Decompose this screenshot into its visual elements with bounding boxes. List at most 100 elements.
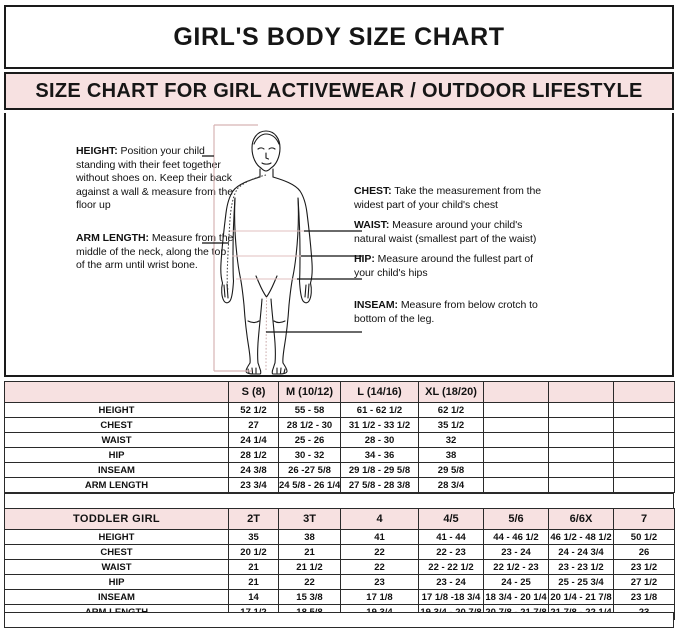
girls-cell-0-6	[613, 402, 675, 418]
toddler-col-header-3: 4/5	[418, 508, 484, 530]
table-row: INSEAM 24 3/8 26 -27 5/8 29 1/8 - 29 5/8…	[4, 462, 675, 478]
girls-cell-1-3: 35 1/2	[418, 417, 484, 433]
table-gap-spacer-bottom	[4, 612, 674, 628]
girls-cell-3-2: 34 - 36	[340, 447, 419, 463]
girls-cell-4-2: 29 1/8 - 29 5/8	[340, 462, 419, 478]
table-gap-spacer-top	[4, 493, 674, 509]
annotation-height: HEIGHT: Position your child standing wit…	[76, 145, 236, 213]
toddler-cell-1-4: 23 - 24	[483, 544, 549, 560]
girls-cell-3-4	[483, 447, 549, 463]
toddler-col-header-2: 4	[340, 508, 419, 530]
girls-cell-3-0: 28 1/2	[228, 447, 279, 463]
toddler-cell-1-1: 21	[278, 544, 341, 560]
toddler-col-header-4: 5/6	[483, 508, 549, 530]
toddler-table-header-row: TODDLER GIRL 2T 3T 4 4/5 5/6 6/6X 7	[4, 508, 675, 530]
girls-cell-1-6	[613, 417, 675, 433]
girls-cell-2-5	[548, 432, 614, 448]
girls-cell-3-6	[613, 447, 675, 463]
girls-cell-1-2: 31 1/2 - 33 1/2	[340, 417, 419, 433]
annotation-arm-length-text: Measure from the middle of the neck, alo…	[76, 232, 234, 272]
girls-cell-5-6	[613, 477, 675, 493]
girls-cell-2-0: 24 1/4	[228, 432, 279, 448]
toddler-col-header-0: 2T	[228, 508, 279, 530]
toddler-cell-0-1: 38	[278, 529, 341, 545]
toddler-cell-1-5: 24 - 24 3/4	[548, 544, 614, 560]
girls-col-header-3: XL (18/20)	[418, 381, 484, 403]
table-row: INSEAM 14 15 3/8 17 1/8 17 1/8 -18 3/4 1…	[4, 589, 675, 605]
inseam-dotted-path	[265, 296, 267, 372]
toddler-cell-2-3: 22 - 22 1/2	[418, 559, 484, 575]
girls-cell-4-6	[613, 462, 675, 478]
girls-cell-3-1: 30 - 32	[278, 447, 341, 463]
table-row: WAIST 24 1/4 25 - 26 28 - 30 32	[4, 432, 675, 448]
toddler-cell-0-0: 35	[228, 529, 279, 545]
toddler-table-corner: TODDLER GIRL	[4, 508, 229, 530]
page-title: GIRL'S BODY SIZE CHART	[173, 22, 505, 51]
toddler-cell-4-1: 15 3/8	[278, 589, 341, 605]
girls-cell-2-6	[613, 432, 675, 448]
girls-row-label-4: INSEAM	[4, 462, 229, 478]
girls-cell-5-1: 24 5/8 - 26 1/4	[278, 477, 341, 493]
height-bracket	[213, 124, 258, 372]
girls-cell-2-1: 25 - 26	[278, 432, 341, 448]
girls-table-header-row: S (8) M (10/12) L (14/16) XL (18/20)	[4, 381, 675, 403]
toddler-cell-2-4: 22 1/2 - 23	[483, 559, 549, 575]
toddler-cell-4-4: 18 3/4 - 20 1/4	[483, 589, 549, 605]
girls-cell-2-2: 28 - 30	[340, 432, 419, 448]
annotation-waist-label: WAIST:	[354, 219, 390, 231]
toddler-size-table: TODDLER GIRL 2T 3T 4 4/5 5/6 6/6X 7 HEIG…	[4, 508, 675, 620]
annotation-waist: WAIST: Measure around your child's natur…	[354, 219, 554, 246]
table-row: ARM LENGTH 23 3/4 24 5/8 - 26 1/4 27 5/8…	[4, 477, 675, 493]
arm-length-dotted-path	[226, 174, 267, 292]
girls-cell-3-5	[548, 447, 614, 463]
girls-cell-4-5	[548, 462, 614, 478]
girls-col-header-1: M (10/12)	[278, 381, 341, 403]
girls-cell-3-3: 38	[418, 447, 484, 463]
girls-table-corner	[4, 381, 229, 403]
toddler-cell-2-5: 23 - 23 1/2	[548, 559, 614, 575]
annotation-inseam: INSEAM: Measure from below crotch to bot…	[354, 299, 554, 326]
toddler-row-label-3: HIP	[4, 574, 229, 590]
girls-cell-4-3: 29 5/8	[418, 462, 484, 478]
toddler-row-label-1: CHEST	[4, 544, 229, 560]
table-row: HEIGHT 35 38 41 41 - 44 44 - 46 1/2 46 1…	[4, 529, 675, 545]
toddler-cell-0-4: 44 - 46 1/2	[483, 529, 549, 545]
toddler-row-label-2: WAIST	[4, 559, 229, 575]
annotation-chest-text: Take the measurement from the widest par…	[354, 185, 542, 211]
toddler-cell-2-2: 22	[340, 559, 419, 575]
girls-cell-1-1: 28 1/2 - 30	[278, 417, 341, 433]
annotation-hip-text: Measure around the fullest part of your …	[354, 253, 533, 279]
toddler-col-header-6: 7	[613, 508, 675, 530]
toddler-cell-3-3: 23 - 24	[418, 574, 484, 590]
annotation-height-text: Position your child standing with their …	[76, 145, 234, 212]
girls-cell-4-1: 26 -27 5/8	[278, 462, 341, 478]
toddler-row-label-0: HEIGHT	[4, 529, 229, 545]
girl-body-figure-icon	[202, 124, 362, 375]
girls-row-label-0: HEIGHT	[4, 402, 229, 418]
girls-cell-5-5	[548, 477, 614, 493]
toddler-cell-0-5: 46 1/2 - 48 1/2	[548, 529, 614, 545]
toddler-cell-1-6: 26	[613, 544, 675, 560]
chart-title-box: GIRL'S BODY SIZE CHART	[4, 5, 674, 69]
chart-subtitle-box: SIZE CHART FOR GIRL ACTIVEWEAR / OUTDOOR…	[4, 72, 674, 110]
toddler-col-header-5: 6/6X	[548, 508, 614, 530]
girls-row-label-5: ARM LENGTH	[4, 477, 229, 493]
table-row: HIP 28 1/2 30 - 32 34 - 36 38	[4, 447, 675, 463]
girls-cell-0-1: 55 - 58	[278, 402, 341, 418]
girls-size-table: S (8) M (10/12) L (14/16) XL (18/20) HEI…	[4, 381, 675, 493]
toddler-cell-1-0: 20 1/2	[228, 544, 279, 560]
girls-cell-4-4	[483, 462, 549, 478]
girls-cell-1-5	[548, 417, 614, 433]
page-subtitle: SIZE CHART FOR GIRL ACTIVEWEAR / OUTDOOR…	[35, 79, 643, 102]
girls-cell-0-2: 61 - 62 1/2	[340, 402, 419, 418]
toddler-col-header-1: 3T	[278, 508, 341, 530]
annotation-chest-label: CHEST:	[354, 185, 392, 197]
annotation-height-label: HEIGHT:	[76, 145, 118, 157]
girls-col-header-5	[548, 381, 614, 403]
table-row: WAIST 21 21 1/2 22 22 - 22 1/2 22 1/2 - …	[4, 559, 675, 575]
toddler-cell-1-2: 22	[340, 544, 419, 560]
measure-guide-lines	[229, 230, 304, 280]
girls-row-label-3: HIP	[4, 447, 229, 463]
annotation-inseam-text: Measure from below crotch to bottom of t…	[354, 299, 538, 325]
